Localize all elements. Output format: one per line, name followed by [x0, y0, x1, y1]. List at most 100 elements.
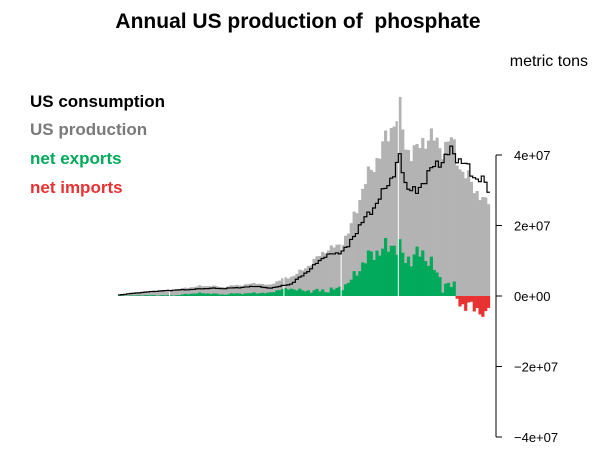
production-bar — [243, 284, 248, 296]
production-bar — [361, 188, 365, 296]
production-bar — [421, 138, 425, 296]
net-export-bar — [372, 259, 376, 296]
net-export-bar — [309, 292, 313, 296]
net-import-bar — [487, 296, 491, 308]
net-export-bar — [444, 283, 448, 296]
production-bar — [126, 293, 130, 296]
net-export-bar — [246, 293, 250, 296]
production-bar — [469, 181, 473, 296]
production-bar — [275, 281, 279, 296]
production-bar — [301, 270, 305, 296]
net-export-bar — [441, 292, 445, 296]
net-export-bar — [200, 293, 205, 296]
production-bar — [435, 137, 439, 296]
net-export-bar — [375, 250, 379, 296]
production-bar — [149, 290, 153, 296]
net-export-bar — [306, 290, 310, 296]
net-export-bar — [295, 290, 299, 296]
production-bar — [298, 269, 302, 296]
production-bar — [138, 292, 142, 296]
net-export-bar — [401, 252, 405, 296]
net-export-bar — [238, 293, 242, 296]
net-export-bar — [409, 266, 413, 296]
production-bar — [418, 148, 422, 296]
net-export-bar — [289, 288, 293, 296]
net-export-bar — [223, 294, 227, 296]
production-bar — [272, 283, 276, 296]
production-bar — [220, 287, 225, 296]
production-bar — [178, 289, 182, 296]
net-export-bar — [384, 238, 388, 296]
production-bar — [192, 287, 196, 296]
net-export-bar — [378, 255, 382, 296]
net-export-bar — [452, 281, 456, 296]
production-bar — [464, 178, 468, 296]
production-bar — [389, 127, 393, 297]
production-bar — [155, 291, 159, 296]
net-import-bar — [469, 296, 473, 302]
net-export-bar — [166, 294, 170, 296]
unit-label: metric tons — [509, 53, 588, 70]
production-bar — [278, 280, 282, 296]
production-bar — [412, 145, 416, 296]
net-export-bar — [149, 295, 153, 296]
production-bar — [355, 213, 359, 296]
production-bar — [381, 141, 385, 296]
net-import-bar — [455, 296, 459, 299]
production-bar — [166, 289, 170, 296]
net-export-bar — [326, 292, 330, 296]
net-export-bar — [301, 290, 305, 296]
production-bar — [252, 282, 256, 296]
production-bar — [321, 251, 325, 296]
production-bar — [329, 245, 333, 296]
net-export-bar — [206, 293, 210, 296]
net-export-bar — [158, 295, 162, 296]
net-export-bar — [292, 289, 296, 296]
production-bar — [444, 141, 448, 296]
production-bar — [229, 285, 233, 296]
production-bar — [326, 250, 330, 296]
production-bar — [180, 287, 185, 296]
production-bar — [409, 161, 413, 296]
y-axis: 4e+07 2e+07 0e+00 −2e+07 −4e+07 — [495, 148, 558, 445]
net-import-bar — [466, 296, 471, 303]
net-export-bar — [138, 295, 142, 296]
net-export-bar — [332, 289, 336, 296]
net-export-bar — [303, 291, 308, 296]
net-export-bar — [395, 254, 399, 296]
net-export-bar — [252, 292, 256, 296]
net-export-bar — [418, 256, 422, 296]
net-export-bar — [146, 295, 150, 296]
production-bar — [183, 287, 187, 296]
net-export-bar — [321, 289, 325, 296]
production-bar — [189, 287, 193, 296]
net-export-bar — [412, 254, 416, 296]
y-tick-label: 2e+07 — [514, 219, 551, 234]
net-export-bar — [424, 261, 428, 296]
net-export-bar — [346, 282, 350, 296]
net-export-bar — [263, 293, 268, 296]
production-bar — [238, 285, 242, 296]
net-import-bar — [461, 296, 465, 305]
net-export-bar — [369, 251, 373, 296]
net-export-bar — [352, 271, 356, 296]
production-bar — [366, 166, 371, 296]
production-bar — [203, 286, 207, 296]
decade-lines — [168, 90, 399, 296]
net-export-bar — [209, 294, 213, 296]
net-import-bar — [458, 296, 462, 307]
net-export-bar — [241, 294, 245, 296]
production-bar — [415, 144, 419, 296]
production-bar — [255, 284, 259, 296]
production-bar — [392, 126, 396, 297]
production-bar — [186, 288, 190, 296]
net-export-bar — [226, 294, 230, 296]
legend-exports: net exports — [30, 149, 122, 168]
net-export-bar — [212, 293, 216, 296]
production-bar — [446, 141, 451, 296]
production-bar — [135, 292, 139, 296]
production-bar — [129, 292, 133, 296]
production-bar — [158, 290, 162, 296]
production-bar — [438, 148, 442, 296]
